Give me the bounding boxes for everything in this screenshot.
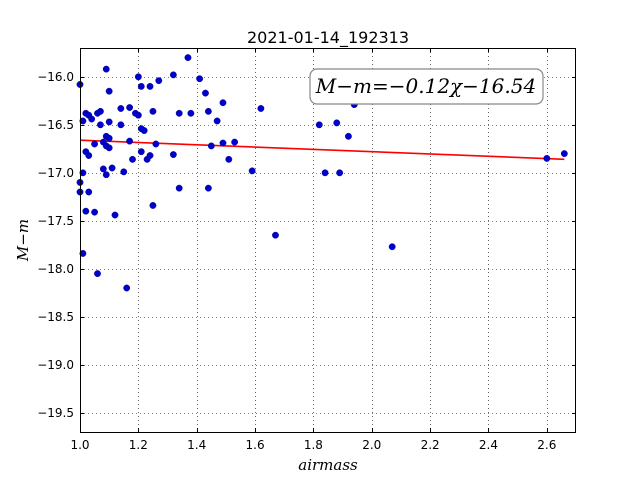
y-tick-label: −18.0: [37, 262, 74, 276]
y-tick-label: −19.5: [37, 406, 74, 420]
y-tick-label: −18.5: [37, 310, 74, 324]
data-point: [85, 152, 93, 159]
x-axis-label: airmass: [298, 456, 358, 474]
plot-frame: [80, 48, 576, 433]
data-point: [126, 137, 134, 145]
fit-line: [79, 139, 565, 161]
data-point: [149, 107, 157, 115]
data-point: [117, 105, 125, 112]
data-point: [149, 202, 157, 209]
data-point: [184, 54, 192, 61]
data-point: [336, 169, 344, 177]
data-point: [85, 188, 93, 196]
data-point: [204, 107, 212, 115]
data-point: [345, 132, 352, 140]
data-point: [248, 167, 256, 175]
x-tick-label: 1.6: [246, 438, 265, 452]
fit-line-layer: [79, 139, 565, 161]
data-point: [79, 169, 87, 177]
data-point: [82, 207, 90, 215]
data-point: [134, 73, 142, 81]
data-point: [137, 83, 145, 90]
data-point: [272, 231, 279, 239]
y-tick-label: −19.0: [37, 358, 74, 372]
data-point: [120, 168, 128, 176]
x-tick-label: 1.4: [187, 438, 206, 452]
x-tick-label: 1.8: [304, 438, 323, 452]
data-point: [97, 107, 104, 115]
data-point: [219, 99, 227, 107]
x-tick-label: 2.0: [362, 438, 381, 452]
data-point: [88, 115, 96, 123]
data-point: [155, 77, 163, 85]
x-tick-label: 2.6: [537, 438, 556, 452]
x-tick-label: 2.4: [479, 438, 498, 452]
data-point: [111, 211, 119, 219]
y-tick-labels: −16.0 −16.5 −17.0 −17.5 −18.0 −18.5 −19.0 −19.5: [37, 70, 74, 420]
x-tick-label: 2.2: [421, 438, 440, 452]
data-point: [137, 148, 145, 156]
data-point: [146, 83, 154, 90]
data-point: [333, 119, 341, 127]
data-point: [91, 140, 98, 148]
y-tick-label: −17.0: [37, 166, 74, 180]
data-point: [97, 121, 104, 129]
data-point: [196, 75, 204, 83]
data-point: [134, 111, 142, 119]
y-tick-label: −16.0: [37, 70, 74, 84]
equation-box-frame: [309, 68, 544, 105]
data-point: [146, 152, 154, 159]
data-point: [79, 117, 87, 125]
data-point: [102, 65, 110, 73]
data-point: [79, 250, 87, 257]
data-point: [560, 150, 568, 158]
data-point: [91, 208, 98, 216]
data-point: [169, 151, 177, 158]
data-point: [94, 270, 101, 277]
data-point: [204, 184, 212, 192]
data-point: [108, 164, 116, 172]
data-point: [187, 109, 195, 117]
data-point: [99, 165, 107, 173]
x-tick-label: 1.2: [129, 438, 148, 452]
data-point: [321, 169, 329, 177]
data-point: [169, 71, 177, 79]
data-point: [315, 121, 323, 129]
data-point: [175, 184, 183, 192]
data-point: [123, 284, 131, 292]
fit-equation-text: M−m=−0.12χ−16.54: [315, 74, 536, 98]
data-point: [129, 155, 136, 163]
data-point: [213, 117, 221, 125]
data-point: [105, 144, 113, 152]
y-axis-label: M−m: [14, 219, 32, 262]
data-point: [152, 140, 160, 148]
x-tick-label: 1.0: [70, 438, 89, 452]
data-point: [388, 243, 396, 251]
data-point: [102, 171, 110, 179]
data-point: [543, 154, 551, 162]
data-point: [117, 121, 125, 129]
data-point: [225, 155, 233, 163]
x-tick-labels: 1.0 1.2 1.4 1.6 1.8 2.0 2.2 2.4 2.6: [70, 438, 556, 452]
data-point: [105, 134, 113, 142]
fit-equation-box: M−m=−0.12χ−16.54: [309, 68, 544, 105]
data-point: [257, 105, 265, 112]
chart-title: 2021-01-14_192313: [247, 28, 409, 48]
data-point: [207, 142, 215, 150]
y-tick-label: −17.5: [37, 214, 74, 228]
data-point: [219, 139, 227, 147]
data-points: [76, 54, 568, 292]
y-tick-label: −16.5: [37, 118, 74, 132]
data-point: [105, 118, 113, 126]
data-point: [105, 87, 113, 95]
data-point: [231, 138, 239, 146]
data-point: [140, 127, 148, 134]
data-point: [126, 104, 134, 111]
data-point: [202, 89, 209, 97]
data-point: [175, 109, 183, 117]
